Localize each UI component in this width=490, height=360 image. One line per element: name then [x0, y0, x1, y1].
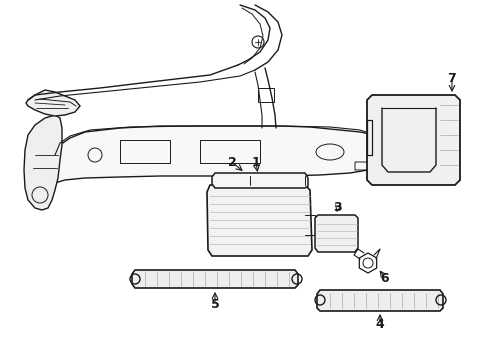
- Text: 7: 7: [448, 72, 456, 85]
- Polygon shape: [50, 126, 388, 183]
- Text: 3: 3: [334, 201, 343, 213]
- Text: 6: 6: [381, 271, 390, 284]
- Polygon shape: [367, 95, 460, 185]
- Text: 2: 2: [228, 156, 236, 168]
- Polygon shape: [317, 290, 443, 311]
- Polygon shape: [212, 173, 308, 188]
- Polygon shape: [207, 185, 312, 256]
- Text: 5: 5: [211, 298, 220, 311]
- Text: 1: 1: [252, 156, 260, 168]
- Text: 4: 4: [376, 319, 384, 332]
- Polygon shape: [24, 115, 62, 210]
- Polygon shape: [132, 270, 298, 288]
- Polygon shape: [315, 215, 358, 252]
- Polygon shape: [26, 90, 80, 116]
